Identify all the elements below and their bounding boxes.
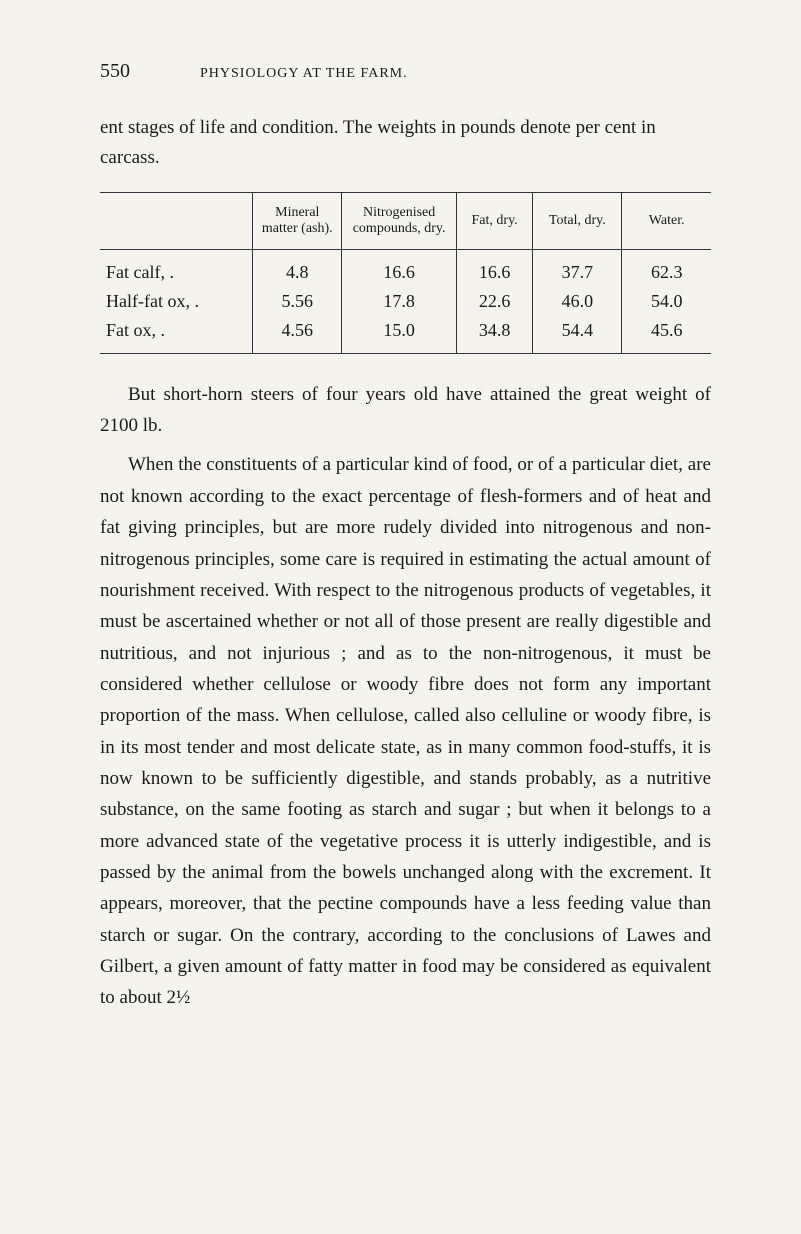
cell-value: 34.8 <box>456 316 532 354</box>
cell-value: 37.7 <box>533 249 622 287</box>
table-row: Fat ox, . 4.56 15.0 34.8 54.4 45.6 <box>100 316 711 354</box>
cell-value: 4.56 <box>253 316 342 354</box>
cell-value: 17.8 <box>342 287 457 316</box>
cell-value: 4.8 <box>253 249 342 287</box>
col-header-label <box>100 192 253 249</box>
cell-value: 16.6 <box>456 249 532 287</box>
col-header-total: Total, dry. <box>533 192 622 249</box>
composition-table: Mineral matter (ash). Nitrogenised compo… <box>100 192 711 354</box>
table-header-row: Mineral matter (ash). Nitrogenised compo… <box>100 192 711 249</box>
table-row: Fat calf, . 4.8 16.6 16.6 37.7 62.3 <box>100 249 711 287</box>
table-row: Half-fat ox, . 5.56 17.8 22.6 46.0 54.0 <box>100 287 711 316</box>
cell-label: Half-fat ox, . <box>100 287 253 316</box>
cell-value: 54.4 <box>533 316 622 354</box>
page-header: 550 PHYSIOLOGY AT THE FARM. <box>100 60 711 83</box>
cell-value: 46.0 <box>533 287 622 316</box>
cell-value: 54.0 <box>622 287 711 316</box>
body-paragraph-2: But short-horn steers of four years old … <box>100 379 711 442</box>
col-header-mineral: Mineral matter (ash). <box>253 192 342 249</box>
cell-value: 15.0 <box>342 316 457 354</box>
cell-value: 5.56 <box>253 287 342 316</box>
col-header-nitrogenised: Nitrogenised compounds, dry. <box>342 192 457 249</box>
cell-label: Fat ox, . <box>100 316 253 354</box>
cell-value: 16.6 <box>342 249 457 287</box>
col-header-water: Water. <box>622 192 711 249</box>
cell-value: 45.6 <box>622 316 711 354</box>
col-header-fat: Fat, dry. <box>456 192 532 249</box>
body-paragraph-3: When the constituents of a particular ki… <box>100 449 711 1013</box>
page-content: 550 PHYSIOLOGY AT THE FARM. ent stages o… <box>100 60 711 1014</box>
cell-value: 62.3 <box>622 249 711 287</box>
cell-label: Fat calf, . <box>100 249 253 287</box>
page-number: 550 <box>100 60 130 83</box>
running-title: PHYSIOLOGY AT THE FARM. <box>200 66 408 82</box>
intro-paragraph: ent stages of life and condition. The we… <box>100 113 711 174</box>
cell-value: 22.6 <box>456 287 532 316</box>
